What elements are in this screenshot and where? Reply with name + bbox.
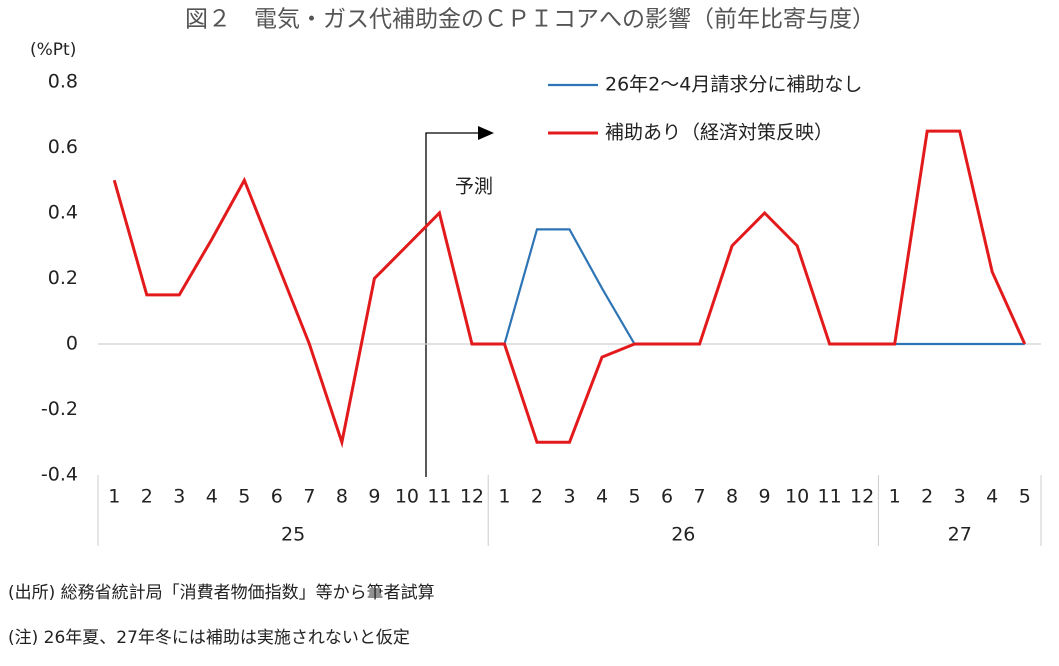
x-tick-label: 5 bbox=[1019, 486, 1031, 508]
y-tick-label: -0.4 bbox=[41, 464, 78, 486]
x-tick-label: 2 bbox=[531, 486, 543, 508]
x-tick-label: 2 bbox=[141, 486, 153, 508]
chart-title: 図２ 電気・ガス代補助金のＣＰＩコアへの影響（前年比寄与度） bbox=[185, 7, 875, 33]
group-label: 27 bbox=[948, 524, 972, 546]
x-tick-label: 10 bbox=[785, 486, 809, 508]
x-tick-label: 1 bbox=[889, 486, 901, 508]
y-tick-label: -0.2 bbox=[41, 398, 78, 420]
y-tick-label: 0.2 bbox=[48, 267, 78, 289]
line-series bbox=[112, 129, 1027, 449]
y-axis-label: (%Pt) bbox=[30, 40, 76, 60]
x-tick-label: 6 bbox=[661, 486, 673, 508]
x-tick-label: 1 bbox=[498, 486, 510, 508]
x-tick-label: 4 bbox=[986, 486, 998, 508]
note: (出所) 総務省統計局「消費者物価指数」等から筆者試算 bbox=[8, 583, 435, 603]
x-tick-label: 5 bbox=[238, 486, 250, 508]
x-tick-label: 4 bbox=[206, 486, 218, 508]
x-tick-label: 11 bbox=[818, 486, 842, 508]
x-tick-label: 12 bbox=[850, 486, 874, 508]
x-tick-label: 7 bbox=[303, 486, 315, 508]
x-tick-label: 8 bbox=[336, 486, 348, 508]
line-series bbox=[113, 177, 1025, 447]
y-tick-label: 0.6 bbox=[48, 136, 78, 158]
x-tick-label: 9 bbox=[759, 486, 771, 508]
x-tick-label: 12 bbox=[460, 486, 484, 508]
annotation: 予測 bbox=[455, 176, 493, 198]
x-tick-label: 11 bbox=[427, 486, 451, 508]
x-tick-label: 2 bbox=[921, 486, 933, 508]
y-tick-label: 0.4 bbox=[48, 202, 78, 224]
y-tick-label: 0.8 bbox=[48, 71, 78, 93]
x-tick-label: 7 bbox=[694, 486, 706, 508]
x-tick-label: 8 bbox=[726, 486, 738, 508]
note: (注) 26年夏、27年冬には補助は実施されないと仮定 bbox=[8, 628, 410, 648]
x-tick-label: 6 bbox=[271, 486, 283, 508]
legend-label: 補助あり（経済対策反映） bbox=[605, 122, 833, 144]
x-tick-label: 3 bbox=[173, 486, 185, 508]
x-tick-label: 1 bbox=[108, 486, 120, 508]
legend-label: 26年2～4月請求分に補助なし bbox=[605, 74, 862, 96]
arrow-head bbox=[478, 126, 494, 140]
x-tick-label: 3 bbox=[954, 486, 966, 508]
y-tick-label: 0 bbox=[66, 333, 78, 355]
x-tick-label: 4 bbox=[596, 486, 608, 508]
group-label: 25 bbox=[281, 524, 305, 546]
group-label: 26 bbox=[671, 524, 695, 546]
x-tick-label: 10 bbox=[395, 486, 419, 508]
x-tick-label: 5 bbox=[628, 486, 640, 508]
x-tick-label: 9 bbox=[368, 486, 380, 508]
forecast-arrow bbox=[425, 132, 482, 477]
x-tick-label: 3 bbox=[563, 486, 575, 508]
